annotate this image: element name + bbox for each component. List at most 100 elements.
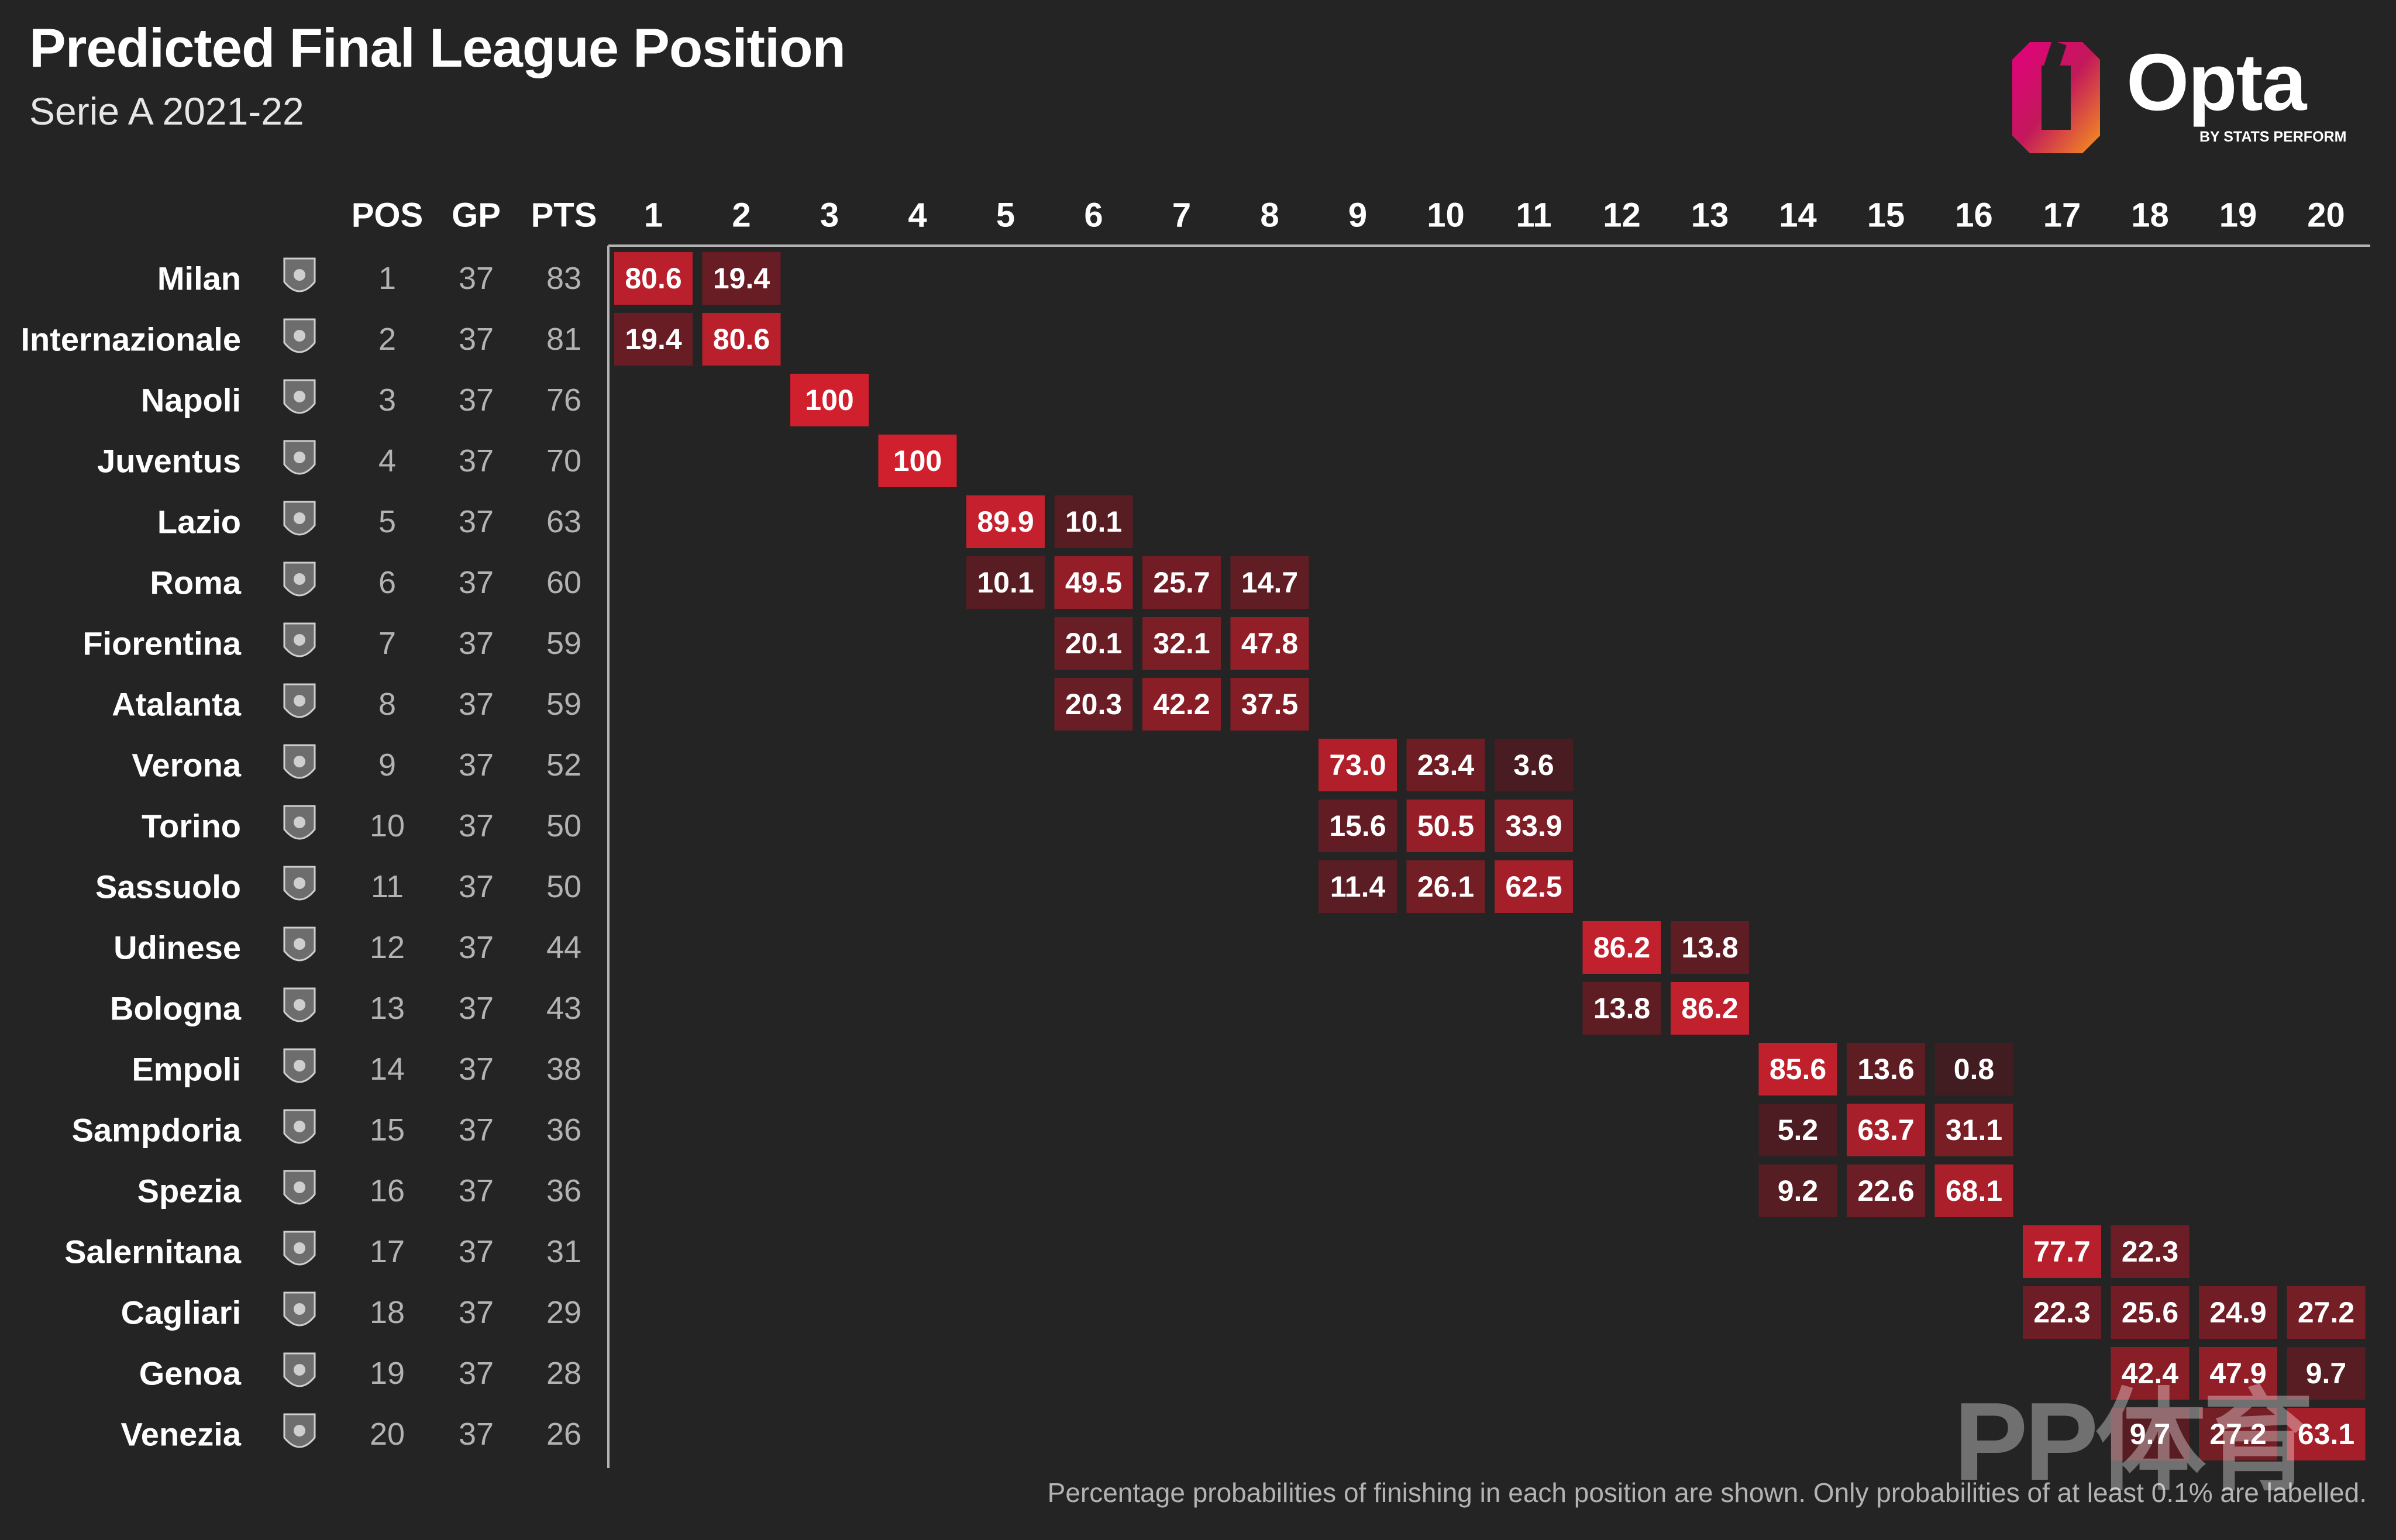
udinese-crest-icon <box>283 926 316 962</box>
cell-label: 47.8 <box>1241 627 1298 660</box>
position-header: 15 <box>1867 197 1905 235</box>
heatmap-cell <box>2023 1286 2101 1339</box>
team-pts: 83 <box>546 261 581 296</box>
header-pts: PTS <box>531 197 597 235</box>
cell-label: 25.7 <box>1153 566 1210 599</box>
team-name: Verona <box>132 747 242 784</box>
heatmap-cell <box>1671 921 1749 974</box>
team-pos: 18 <box>370 1295 405 1330</box>
cell-label: 20.1 <box>1065 627 1122 660</box>
team-name: Bologna <box>110 990 242 1027</box>
heatmap-cell <box>1671 982 1749 1035</box>
team-gp: 37 <box>459 1173 494 1208</box>
heatmap-cell <box>966 495 1045 548</box>
team-pos: 1 <box>378 261 396 296</box>
cell-label: 85.6 <box>1770 1053 1826 1086</box>
position-header: 17 <box>2043 197 2081 235</box>
cell-label: 80.6 <box>713 323 770 356</box>
position-header: 5 <box>996 197 1015 235</box>
team-pts: 31 <box>546 1234 581 1269</box>
bologna-crest-icon <box>283 987 316 1022</box>
heatmap-cell <box>614 313 693 366</box>
team-name: Internazionale <box>20 321 241 358</box>
team-gp: 37 <box>459 991 494 1026</box>
cell-label: 100 <box>805 384 853 416</box>
heatmap-cell <box>702 313 781 366</box>
cell-label: 31.1 <box>1946 1114 2002 1146</box>
position-header: 7 <box>1172 197 1191 235</box>
team-gp: 37 <box>459 687 494 722</box>
cell-label: 11.4 <box>1330 870 1386 903</box>
cell-label: 86.2 <box>1681 992 1738 1025</box>
cell-label: 9.7 <box>2130 1418 2171 1451</box>
team-pos: 19 <box>370 1356 405 1391</box>
heatmap-cell <box>2199 1286 2277 1339</box>
team-name: Roma <box>150 564 241 601</box>
heatmap-cell <box>1582 982 1661 1035</box>
team-name: Juventus <box>97 443 241 480</box>
team-pts: 50 <box>546 869 581 904</box>
team-pts: 52 <box>546 747 581 783</box>
team-name: Venezia <box>121 1416 242 1453</box>
cell-label: 23.4 <box>1417 749 1475 781</box>
heatmap-cell <box>1847 1043 1925 1095</box>
heatmap-cell <box>1230 617 1309 670</box>
team-pos: 7 <box>378 626 396 661</box>
position-header: 11 <box>1516 197 1551 235</box>
cell-label: 42.2 <box>1153 688 1210 721</box>
fiorentina-crest-icon <box>283 622 316 657</box>
heatmap-cell <box>1406 860 1485 913</box>
napoli-crest-icon <box>283 379 316 414</box>
team-gp: 37 <box>459 261 494 296</box>
cell-label: 77.7 <box>2033 1235 2090 1268</box>
heatmap-cell <box>1934 1043 2013 1095</box>
cell-label: 13.8 <box>1681 931 1738 964</box>
heatmap-cell <box>1142 556 1221 609</box>
empoli-crest-icon <box>283 1048 316 1083</box>
team-pos: 6 <box>378 565 396 600</box>
cagliari-crest-icon <box>283 1291 316 1327</box>
spezia-crest-icon <box>283 1170 316 1205</box>
heatmap-cell <box>1230 678 1309 731</box>
team-pts: 59 <box>546 687 581 722</box>
cell-label: 9.2 <box>1778 1174 1819 1207</box>
verona-crest-icon <box>283 744 316 779</box>
heatmap-cell <box>2111 1225 2190 1278</box>
heatmap-cell <box>2287 1347 2366 1400</box>
cell-label: 32.1 <box>1153 627 1210 660</box>
opta-wordmark: Opta <box>2126 37 2307 128</box>
cell-label: 50.5 <box>1417 809 1474 842</box>
cell-label: 49.5 <box>1065 566 1122 599</box>
heatmap-cell <box>1319 739 1397 791</box>
heatmap-cell <box>1758 1165 1837 1217</box>
team-name: Fiorentina <box>82 625 242 662</box>
heatmap-cell <box>2023 1225 2101 1278</box>
cell-label: 68.1 <box>1946 1174 2002 1207</box>
team-gp: 37 <box>459 1052 494 1087</box>
heatmap-cell <box>1495 739 1573 791</box>
team-gp: 37 <box>459 747 494 783</box>
team-pos: 9 <box>378 747 396 783</box>
team-gp: 37 <box>459 504 494 539</box>
cell-label: 0.8 <box>1954 1053 1995 1086</box>
cell-label: 19.4 <box>625 323 682 356</box>
team-pts: 63 <box>546 504 581 539</box>
team-pts: 36 <box>546 1173 581 1208</box>
team-pts: 36 <box>546 1112 581 1148</box>
cell-label: 13.6 <box>1857 1053 1914 1086</box>
heatmap-cell <box>966 556 1045 609</box>
cell-label: 42.4 <box>2122 1357 2179 1390</box>
team-pts: 43 <box>546 991 581 1026</box>
team-pos: 5 <box>378 504 396 539</box>
heatmap-cell <box>2287 1286 2366 1339</box>
position-header: 8 <box>1260 197 1279 235</box>
heatmap-cell <box>1142 678 1221 731</box>
team-pos: 11 <box>371 869 404 904</box>
opta-logo: Opta BY STATS PERFORM <box>2006 36 2357 159</box>
opta-mark-icon <box>2012 40 2100 153</box>
milan-crest-icon <box>283 257 316 292</box>
team-pos: 17 <box>370 1234 405 1269</box>
heatmap-cell <box>1582 921 1661 974</box>
cell-label: 27.2 <box>2298 1296 2354 1329</box>
